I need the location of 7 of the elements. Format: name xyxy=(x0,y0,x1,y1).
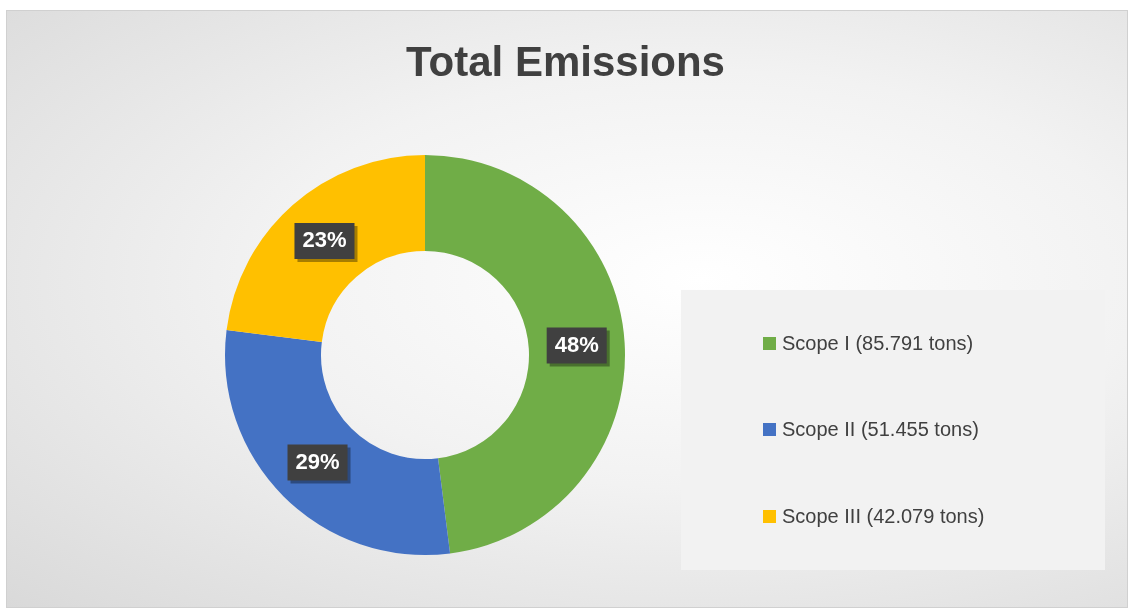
legend-label: Scope II (51.455 tons) xyxy=(782,418,979,442)
chart-title: Total Emissions xyxy=(405,38,726,86)
legend-label: Scope III (42.079 tons) xyxy=(782,505,985,529)
data-label: 23% xyxy=(302,227,347,253)
legend-label: Scope I (85.791 tons) xyxy=(782,331,974,355)
data-label: 48% xyxy=(554,331,599,357)
data-label: 29% xyxy=(295,448,340,474)
